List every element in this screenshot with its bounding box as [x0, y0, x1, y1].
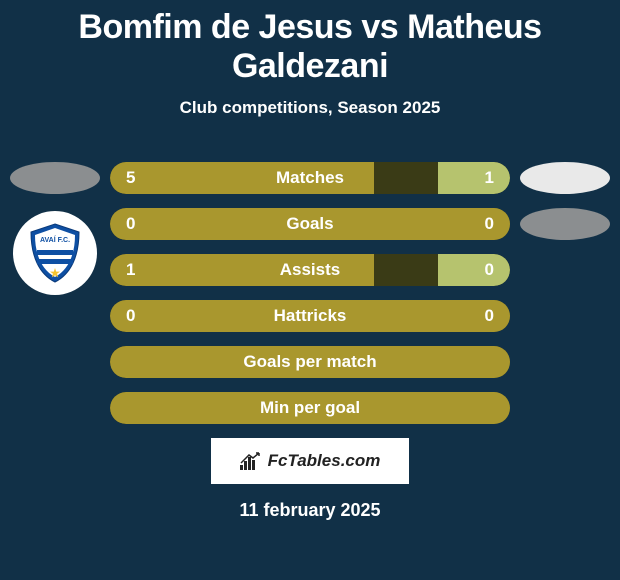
svg-text:AVAÍ F.C.: AVAÍ F.C. — [40, 235, 70, 244]
stat-left-value: 5 — [126, 168, 135, 188]
player-left-club-badge: AVAÍ F.C. — [10, 208, 100, 298]
comparison-card: Bomfim de Jesus vs Matheus Galdezani Clu… — [0, 0, 620, 580]
fctables-watermark: FcTables.com — [211, 438, 409, 484]
player-right-placeholder-oval — [520, 162, 610, 194]
stat-row-goals: 0 Goals 0 — [10, 208, 610, 240]
stat-row-assists: 1 Assists 0 — [10, 254, 610, 286]
fctables-logo-icon — [240, 452, 262, 470]
stat-label: Matches — [110, 168, 510, 188]
stat-label: Goals per match — [110, 352, 510, 372]
fctables-text: FcTables.com — [268, 451, 381, 471]
bar-track: 1 Assists 0 — [110, 254, 510, 286]
bar-track: 5 Matches 1 — [110, 162, 510, 194]
player-left-placeholder-oval — [10, 162, 100, 194]
stat-label: Min per goal — [110, 398, 510, 418]
subtitle: Club competitions, Season 2025 — [0, 98, 620, 118]
stat-label: Assists — [110, 260, 510, 280]
stat-left-value: 1 — [126, 260, 135, 280]
stat-row-matches: 5 Matches 1 — [10, 162, 610, 194]
stat-right-value: 0 — [485, 306, 494, 326]
stat-right-value: 0 — [485, 260, 494, 280]
page-title: Bomfim de Jesus vs Matheus Galdezani — [0, 8, 620, 86]
avai-fc-badge-icon: AVAÍ F.C. — [27, 222, 83, 284]
stat-row-hattricks: 0 Hattricks 0 — [10, 300, 610, 332]
stat-left-value: 0 — [126, 214, 135, 234]
bar-track: Min per goal — [110, 392, 510, 424]
player-right-placeholder-oval-2 — [520, 208, 610, 240]
stat-row-goals-per-match: Goals per match — [10, 346, 610, 378]
bar-track: 0 Goals 0 — [110, 208, 510, 240]
stat-row-min-per-goal: Min per goal — [10, 392, 610, 424]
stat-label: Goals — [110, 214, 510, 234]
footer-date: 11 february 2025 — [0, 500, 620, 521]
bar-track: 0 Hattricks 0 — [110, 300, 510, 332]
stat-right-value: 1 — [485, 168, 494, 188]
stats-chart: AVAÍ F.C. 5 Matches 1 — [0, 162, 620, 424]
bar-track: Goals per match — [110, 346, 510, 378]
stat-left-value: 0 — [126, 306, 135, 326]
stat-label: Hattricks — [110, 306, 510, 326]
stat-right-value: 0 — [485, 214, 494, 234]
